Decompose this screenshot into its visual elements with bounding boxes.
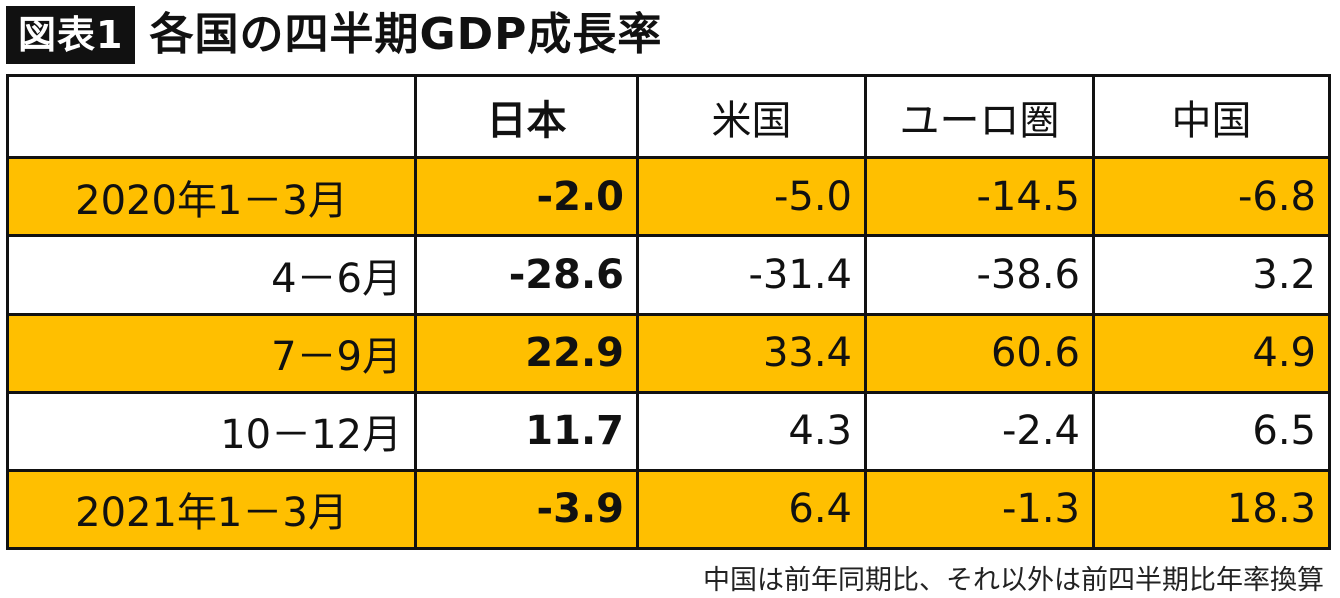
- cell-china: 3.2: [1092, 234, 1331, 316]
- cell-us: 33.4: [636, 312, 867, 394]
- cell-japan: -28.6: [414, 234, 639, 316]
- cell-china: -6.8: [1092, 156, 1331, 238]
- header-cell-euro: ユーロ圏: [864, 73, 1095, 160]
- gdp-growth-table: 日本 米国 ユーロ圏 中国 2020年1－3月 -2.0 -5.0 -14.5 …: [6, 73, 1331, 551]
- header-cell-empty: [6, 73, 417, 160]
- footnote: 中国は前年同期比、それ以外は前四半期比年率換算: [703, 565, 1324, 596]
- row-label: 2021年1－3月: [6, 468, 417, 551]
- table-row: 10－12月 11.7 4.3 -2.4 6.5: [6, 390, 1331, 472]
- header-cell-china: 中国: [1092, 73, 1331, 160]
- cell-euro: -2.4: [864, 390, 1095, 472]
- row-label: 7－9月: [6, 312, 417, 394]
- cell-us: -31.4: [636, 234, 867, 316]
- figure-header: 図表1 各国の四半期GDP成長率: [6, 4, 662, 66]
- cell-japan: -3.9: [414, 468, 639, 551]
- figure-title: 各国の四半期GDP成長率: [149, 9, 663, 60]
- cell-euro: -1.3: [864, 468, 1095, 551]
- cell-china: 6.5: [1092, 390, 1331, 472]
- cell-us: 4.3: [636, 390, 867, 472]
- cell-japan: 22.9: [414, 312, 639, 394]
- table-row: 2020年1－3月 -2.0 -5.0 -14.5 -6.8: [6, 156, 1331, 238]
- figure-number-badge: 図表1: [6, 6, 136, 64]
- row-label: 4－6月: [6, 234, 417, 316]
- table-row: 2021年1－3月 -3.9 6.4 -1.3 18.3: [6, 468, 1331, 551]
- table-row: 4－6月 -28.6 -31.4 -38.6 3.2: [6, 234, 1331, 316]
- row-label: 10－12月: [6, 390, 417, 472]
- cell-euro: -38.6: [864, 234, 1095, 316]
- cell-euro: -14.5: [864, 156, 1095, 238]
- cell-us: -5.0: [636, 156, 867, 238]
- cell-japan: -2.0: [414, 156, 639, 238]
- cell-us: 6.4: [636, 468, 867, 551]
- cell-euro: 60.6: [864, 312, 1095, 394]
- table-row: 7－9月 22.9 33.4 60.6 4.9: [6, 312, 1331, 394]
- cell-japan: 11.7: [414, 390, 639, 472]
- table-header-row: 日本 米国 ユーロ圏 中国: [6, 73, 1331, 160]
- header-cell-us: 米国: [636, 73, 867, 160]
- header-cell-japan: 日本: [414, 73, 639, 160]
- cell-china: 18.3: [1092, 468, 1331, 551]
- row-label: 2020年1－3月: [6, 156, 417, 238]
- cell-china: 4.9: [1092, 312, 1331, 394]
